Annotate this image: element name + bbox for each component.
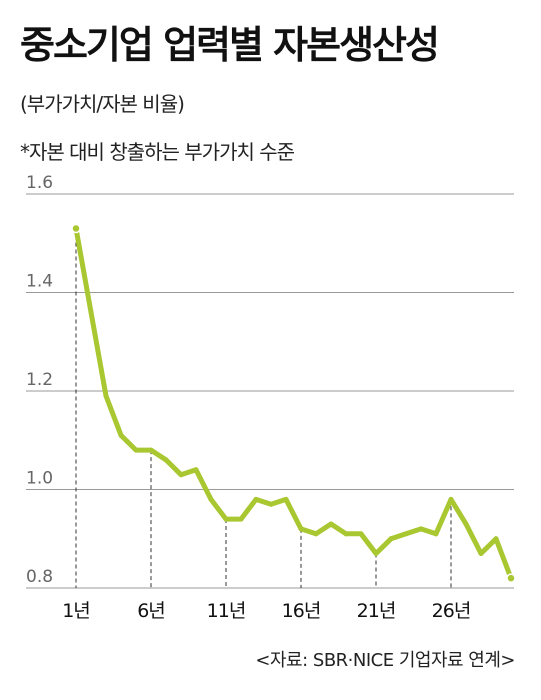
data-point: [463, 521, 469, 527]
y-tick-label: 1.2: [26, 370, 53, 390]
data-point: [493, 536, 499, 542]
data-point: [118, 432, 124, 438]
data-point: [373, 551, 379, 557]
data-point: [358, 531, 364, 537]
data-point: [71, 223, 81, 234]
chart-title: 중소기업 업력별 자본생산성: [20, 23, 440, 67]
data-point: [403, 531, 409, 537]
data-point: [433, 531, 439, 537]
chart-subtitle: (부가가치/자본 비율): [20, 92, 185, 116]
data-point: [448, 496, 454, 502]
data-point: [506, 573, 516, 583]
y-tick-label: 1.4: [26, 272, 53, 292]
data-point: [418, 526, 424, 532]
chart-note: *자본 대비 창출하는 부가가치 수준: [20, 140, 295, 164]
data-point: [88, 309, 94, 315]
data-point: [133, 447, 139, 453]
data-point: [283, 496, 289, 502]
x-tick-label: 6년: [137, 600, 165, 622]
series-line: [73, 226, 514, 581]
y-tick-label: 1.0: [26, 469, 53, 489]
y-tick-label: 1.6: [26, 173, 53, 193]
data-point: [268, 501, 274, 507]
data-point: [313, 531, 319, 537]
x-tick-label: 16년: [282, 600, 321, 622]
y-tick-label: 0.8: [26, 567, 53, 587]
data-point: [343, 531, 349, 537]
data-point: [193, 467, 199, 473]
data-point: [163, 457, 169, 463]
data-point: [103, 393, 109, 399]
source-note: <자료: SBR·NICE 기업자료 연계>: [255, 650, 515, 671]
x-tick-label: 26년: [432, 600, 471, 622]
data-point: [178, 472, 184, 478]
data-point: [148, 447, 154, 453]
x-tick-label: 21년: [357, 600, 396, 622]
data-point: [253, 496, 259, 502]
data-point: [328, 521, 334, 527]
data-point: [388, 536, 394, 542]
data-point: [298, 526, 304, 532]
x-tick-label: 11년: [207, 600, 246, 622]
data-point: [478, 551, 484, 557]
x-tick-label: 1년: [62, 600, 90, 622]
data-point: [238, 516, 244, 522]
data-point: [208, 496, 214, 502]
data-point: [223, 516, 229, 522]
